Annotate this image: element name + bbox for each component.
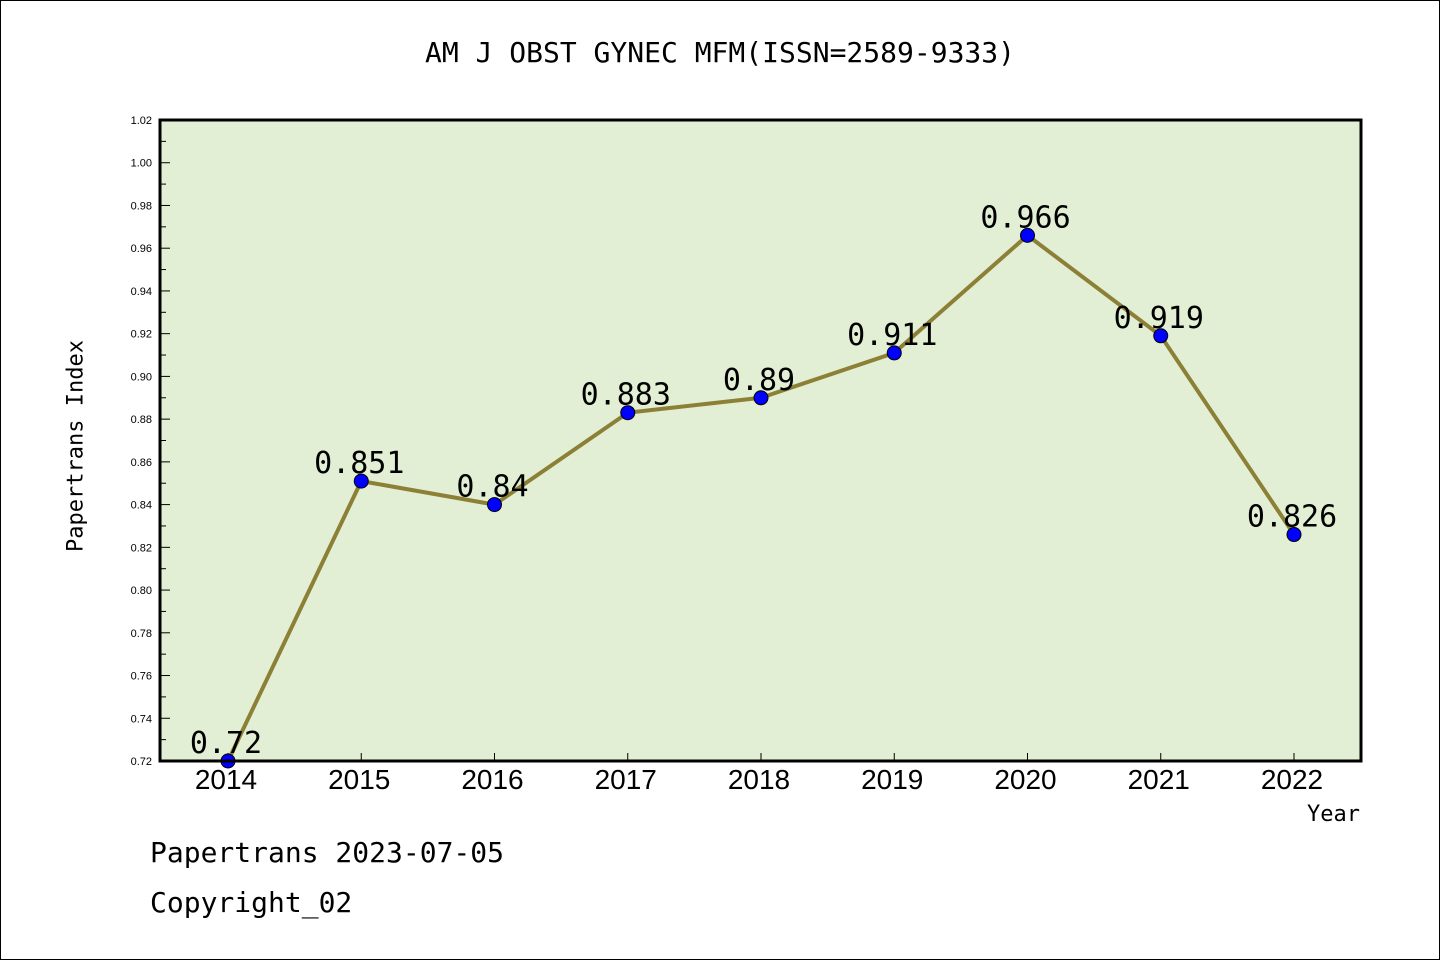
footer-copyright: Copyright_02 — [150, 886, 353, 919]
data-point — [353, 473, 369, 489]
data-label: 0.911 — [847, 318, 937, 353]
data-point — [1286, 527, 1302, 543]
x-tick-label: 2022 — [1261, 764, 1323, 795]
data-point — [886, 345, 902, 361]
x-tick-label: 2015 — [328, 764, 390, 795]
y-tick-label: 0.96 — [131, 243, 152, 255]
data-point — [1020, 227, 1035, 243]
y-tick-label: 0.76 — [131, 671, 152, 683]
y-tick-label: 0.94 — [131, 286, 152, 298]
y-tick-label: 1.02 — [131, 115, 152, 127]
y-tick-label: 0.82 — [131, 542, 152, 554]
data-label: 0.84 — [456, 470, 528, 505]
data-label: 0.851 — [314, 446, 404, 481]
y-tick-label: 0.84 — [131, 500, 152, 512]
x-tick-label: 2016 — [461, 764, 523, 795]
data-label: 0.919 — [1114, 301, 1204, 336]
x-tick-label: 2019 — [861, 764, 923, 795]
data-point — [487, 497, 502, 513]
footer-date: Papertrans 2023-07-05 — [150, 836, 505, 869]
y-tick-label: 0.86 — [131, 457, 152, 469]
y-tick-label: 0.92 — [131, 329, 152, 341]
y-tick-label: 0.88 — [131, 414, 152, 426]
plot-border — [158, 118, 1363, 763]
chart-title: AM J OBST GYNEC MFM(ISSN=2589-9333) — [424, 36, 1015, 69]
data-point — [753, 390, 769, 406]
y-tick-label: 1.00 — [131, 158, 152, 170]
y-tick-label: 0.78 — [131, 628, 152, 640]
y-tick-label: 0.90 — [131, 371, 152, 383]
data-point — [620, 405, 636, 421]
x-tick-label: 2018 — [728, 764, 790, 795]
y-tick-label: 0.98 — [131, 200, 152, 212]
x-tick-label: 2020 — [994, 764, 1056, 795]
y-tick-label: 0.74 — [131, 713, 152, 725]
x-axis-label: Year — [1307, 802, 1360, 827]
y-tick-label: 0.80 — [131, 585, 152, 597]
data-label: 0.883 — [581, 378, 671, 413]
data-label: 0.89 — [723, 363, 795, 398]
x-tick-label: 2017 — [595, 764, 657, 795]
data-label: 0.966 — [980, 200, 1070, 235]
x-tick-label: 2021 — [1128, 764, 1190, 795]
data-point — [1153, 328, 1169, 344]
plot-area — [160, 120, 1361, 761]
data-label: 0.72 — [190, 726, 262, 761]
x-tick-label: 2014 — [195, 764, 257, 795]
y-tick-label: 0.72 — [131, 756, 152, 768]
data-label: 0.826 — [1247, 500, 1337, 535]
